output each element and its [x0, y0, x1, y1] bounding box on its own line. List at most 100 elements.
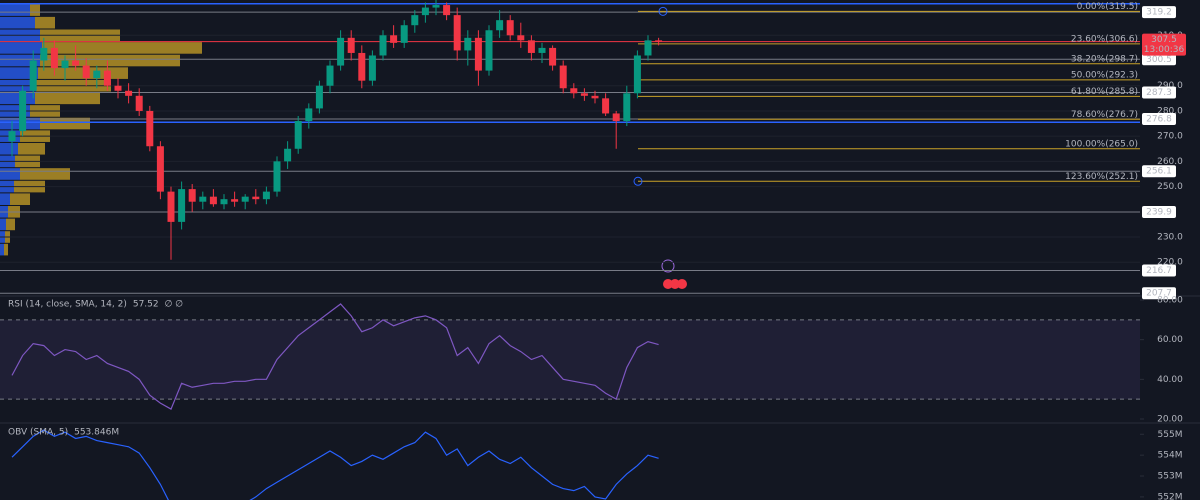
candle-body	[61, 60, 69, 69]
rsi-band	[0, 319, 1140, 400]
price-label-box	[1142, 113, 1176, 126]
candle-body	[93, 70, 101, 79]
candle-body	[262, 191, 270, 200]
candle-body	[527, 40, 535, 53]
y-tick-label: 260.0	[1157, 157, 1183, 167]
volume-profile-bar	[6, 218, 15, 231]
candle-body	[326, 65, 334, 86]
price-label: 300.5	[1146, 55, 1172, 65]
y-tick-label: 40.00	[1157, 375, 1183, 385]
volume-profile-bar	[0, 168, 20, 180]
candle-body	[644, 40, 652, 56]
fib-label: 0.00%(319.5)	[1077, 2, 1138, 12]
candle-body	[464, 37, 472, 51]
candle-body	[379, 35, 387, 56]
candle-body	[655, 40, 663, 42]
rsi-pane	[0, 303, 1140, 410]
volume-profile-bar	[0, 92, 35, 105]
candle-body	[167, 191, 175, 222]
volume-profile-bar	[30, 4, 40, 16]
candle-body	[559, 65, 567, 89]
fib-label: 100.00%(265.0)	[1065, 139, 1138, 149]
current-price-label: 307.5	[1151, 35, 1177, 45]
indicator-title: RSI (14, close, SMA, 14, 2)	[8, 300, 127, 310]
candle-body	[623, 93, 631, 122]
volume-profile-bar	[0, 4, 30, 16]
candle-body	[633, 55, 641, 94]
candle-body	[50, 47, 58, 69]
candle-body	[390, 35, 398, 43]
obv-line	[11, 429, 659, 500]
fib-anchor	[658, 6, 668, 16]
candle-body	[82, 65, 90, 79]
volume-profile-bar	[0, 42, 42, 54]
candle-body	[72, 60, 80, 66]
candle-body	[549, 47, 557, 66]
candle-body	[305, 108, 313, 122]
candle-body	[602, 98, 610, 114]
y-tick-label: 554M	[1158, 451, 1183, 461]
candle-body	[485, 30, 493, 71]
volume-profile-bar	[0, 193, 10, 205]
price-label-box	[1142, 287, 1176, 300]
candle-body	[570, 88, 578, 94]
indicator-readout: 57.52	[133, 300, 159, 310]
candle-body	[474, 37, 482, 71]
candle-body	[220, 199, 228, 205]
volume-profile-bar	[10, 193, 30, 205]
candle-body	[40, 47, 48, 61]
price-label-box	[1142, 53, 1176, 66]
y-tick-label: 553M	[1158, 472, 1183, 482]
volume-profile-bar	[35, 92, 100, 105]
candle-body	[358, 52, 366, 81]
candle-body	[231, 199, 239, 202]
candle-body	[156, 146, 164, 192]
candle-body	[19, 90, 27, 132]
y-tick-label: 250.0	[1157, 182, 1183, 192]
candle-body	[612, 113, 620, 122]
fib-label: 38.20%(298.7)	[1071, 54, 1138, 64]
price-pane	[0, 0, 1140, 294]
price-label: 287.3	[1146, 88, 1172, 98]
y-tick-label: 280.0	[1157, 106, 1183, 116]
indicator-readout: 553.846M	[74, 428, 119, 438]
candle-body	[209, 196, 217, 205]
candle-body	[517, 35, 525, 41]
price-label: 319.2	[1146, 8, 1172, 18]
volume-profile-bar	[42, 42, 202, 54]
volume-profile-bar	[0, 142, 18, 155]
candle-body	[199, 196, 207, 202]
candle-body	[347, 37, 355, 53]
volume-profile-bar	[0, 243, 4, 256]
indicator-extra: ∅ ∅	[165, 300, 184, 310]
countdown-label: 13:00:36	[1144, 45, 1185, 55]
candle-body	[135, 95, 143, 111]
fib-label: 78.60%(276.7)	[1071, 110, 1138, 120]
event-icon	[663, 279, 673, 289]
price-label: 256.1	[1146, 167, 1172, 177]
candle-body	[453, 15, 461, 51]
volume-profile-bar	[0, 67, 38, 79]
fib-label: 23.60%(306.6)	[1071, 34, 1138, 44]
candle-body	[538, 47, 546, 53]
candle-body	[443, 5, 451, 16]
y-tick-label: 555M	[1158, 430, 1183, 440]
event-icon	[661, 259, 675, 273]
price-label-box	[1142, 206, 1176, 219]
price-label: 239.9	[1146, 208, 1172, 218]
volume-profile-bar	[20, 168, 70, 180]
candle-body	[125, 90, 133, 96]
y-tick-label: 290.0	[1157, 81, 1183, 91]
volume-profile-bar	[40, 117, 90, 130]
price-label-box	[1142, 165, 1176, 178]
y-tick-label: 80.00	[1157, 296, 1183, 306]
candle-body	[273, 161, 281, 192]
rsi-line	[11, 303, 659, 410]
volume-profile-bar	[4, 243, 8, 256]
candle-body	[29, 60, 37, 91]
y-tick-label: 270.0	[1157, 132, 1183, 142]
y-tick-label: 20.00	[1157, 415, 1183, 425]
candle-body	[580, 93, 588, 96]
volume-profile-bar	[0, 16, 35, 29]
